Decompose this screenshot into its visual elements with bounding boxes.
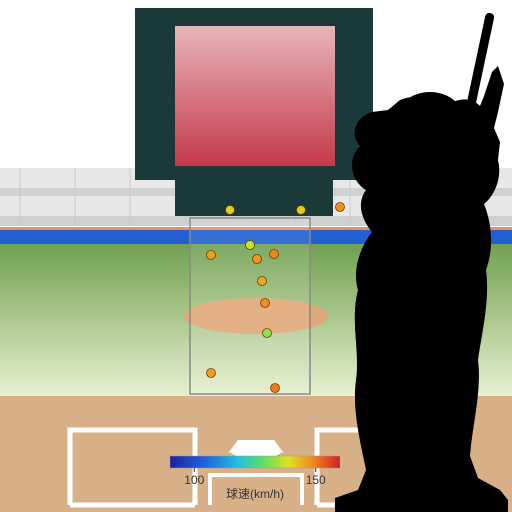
pitch-marker xyxy=(271,384,280,393)
pitch-marker xyxy=(297,206,306,215)
pitch-marker xyxy=(270,250,279,259)
colorbar-label: 球速(km/h) xyxy=(226,487,284,501)
pitch-location-chart: 100 150 球速(km/h) xyxy=(0,0,512,512)
colorbar-tick: 100 xyxy=(184,473,204,487)
pitch-marker xyxy=(207,369,216,378)
pitch-marker xyxy=(253,255,262,264)
pitch-marker xyxy=(207,251,216,260)
pitch-marker xyxy=(258,277,267,286)
pitch-marker xyxy=(226,206,235,215)
colorbar-tick: 150 xyxy=(306,473,326,487)
pitch-marker xyxy=(261,299,270,308)
pitch-marker xyxy=(336,203,345,212)
scoreboard-screen xyxy=(175,26,335,166)
pitch-marker xyxy=(263,329,272,338)
pitch-marker xyxy=(246,241,255,250)
